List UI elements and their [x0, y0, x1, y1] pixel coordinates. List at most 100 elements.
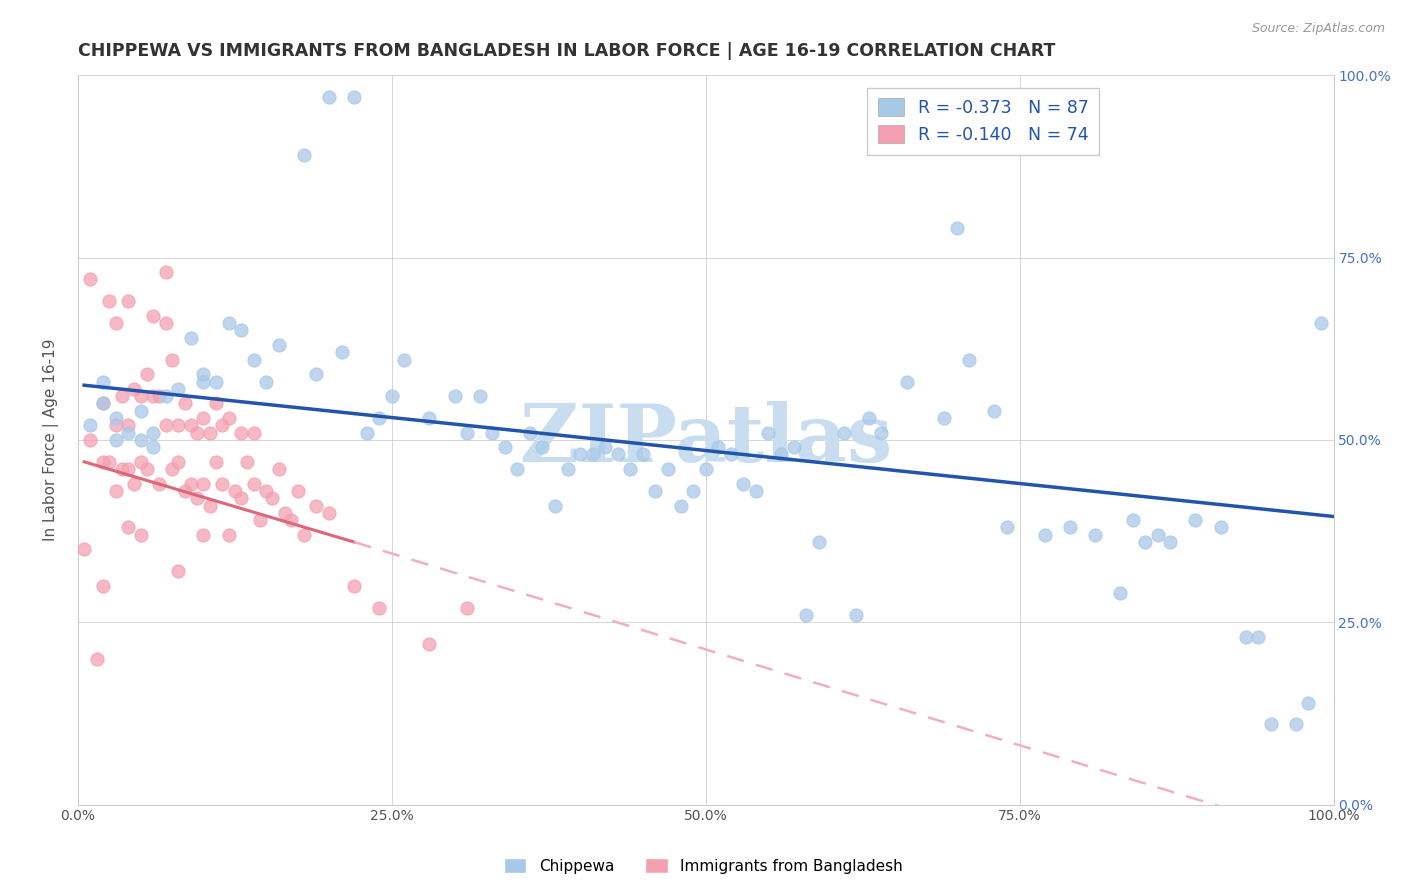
Point	[91, 396, 114, 410]
Point	[494, 440, 516, 454]
Point	[280, 513, 302, 527]
Point	[155, 418, 177, 433]
Point	[155, 389, 177, 403]
Point	[198, 499, 221, 513]
Point	[418, 637, 440, 651]
Legend: Chippewa, Immigrants from Bangladesh: Chippewa, Immigrants from Bangladesh	[498, 852, 908, 880]
Point	[287, 483, 309, 498]
Point	[104, 418, 127, 433]
Point	[211, 476, 233, 491]
Point	[1109, 586, 1132, 600]
Point	[381, 389, 404, 403]
Point	[180, 418, 202, 433]
Point	[142, 425, 165, 440]
Point	[136, 462, 159, 476]
Point	[720, 448, 742, 462]
Point	[148, 476, 170, 491]
Point	[267, 338, 290, 352]
Y-axis label: In Labor Force | Age 16-19: In Labor Force | Age 16-19	[44, 339, 59, 541]
Point	[104, 483, 127, 498]
Point	[368, 600, 391, 615]
Point	[205, 455, 228, 469]
Point	[193, 476, 215, 491]
Point	[1298, 696, 1320, 710]
Point	[606, 448, 628, 462]
Point	[79, 418, 101, 433]
Point	[957, 352, 980, 367]
Point	[1159, 535, 1181, 549]
Point	[91, 375, 114, 389]
Point	[983, 403, 1005, 417]
Point	[180, 331, 202, 345]
Point	[519, 425, 541, 440]
Point	[896, 375, 918, 389]
Point	[254, 483, 277, 498]
Point	[129, 433, 152, 447]
Point	[124, 476, 146, 491]
Point	[669, 499, 692, 513]
Point	[73, 542, 96, 557]
Point	[1084, 527, 1107, 541]
Point	[236, 455, 259, 469]
Point	[160, 462, 183, 476]
Point	[1209, 520, 1232, 534]
Point	[1247, 630, 1270, 644]
Point	[468, 389, 491, 403]
Point	[117, 294, 139, 309]
Point	[198, 425, 221, 440]
Point	[769, 448, 792, 462]
Point	[193, 375, 215, 389]
Point	[104, 433, 127, 447]
Point	[142, 309, 165, 323]
Point	[262, 491, 284, 506]
Point	[167, 564, 190, 578]
Point	[155, 316, 177, 330]
Point	[104, 316, 127, 330]
Point	[173, 483, 195, 498]
Point	[229, 324, 252, 338]
Point	[631, 448, 654, 462]
Point	[117, 418, 139, 433]
Point	[593, 440, 616, 454]
Point	[1310, 316, 1333, 330]
Point	[695, 462, 717, 476]
Point	[249, 513, 271, 527]
Point	[557, 462, 579, 476]
Point	[292, 148, 315, 162]
Point	[229, 491, 252, 506]
Point	[1285, 717, 1308, 731]
Point	[129, 389, 152, 403]
Point	[180, 476, 202, 491]
Point	[142, 389, 165, 403]
Point	[657, 462, 679, 476]
Point	[733, 476, 755, 491]
Point	[1133, 535, 1156, 549]
Point	[318, 506, 340, 520]
Point	[619, 462, 641, 476]
Point	[111, 462, 134, 476]
Point	[807, 535, 830, 549]
Text: ZIPatlas: ZIPatlas	[520, 401, 891, 479]
Point	[211, 418, 233, 433]
Point	[224, 483, 246, 498]
Point	[1033, 527, 1056, 541]
Point	[129, 527, 152, 541]
Point	[845, 607, 868, 622]
Point	[443, 389, 465, 403]
Point	[98, 294, 121, 309]
Point	[305, 368, 328, 382]
Text: CHIPPEWA VS IMMIGRANTS FROM BANGLADESH IN LABOR FORCE | AGE 16-19 CORRELATION CH: CHIPPEWA VS IMMIGRANTS FROM BANGLADESH I…	[77, 42, 1056, 60]
Point	[569, 448, 592, 462]
Point	[193, 411, 215, 425]
Point	[305, 499, 328, 513]
Point	[782, 440, 804, 454]
Point	[531, 440, 554, 454]
Point	[148, 389, 170, 403]
Point	[79, 433, 101, 447]
Point	[79, 272, 101, 286]
Point	[124, 382, 146, 396]
Point	[292, 527, 315, 541]
Point	[394, 352, 416, 367]
Point	[111, 389, 134, 403]
Point	[160, 352, 183, 367]
